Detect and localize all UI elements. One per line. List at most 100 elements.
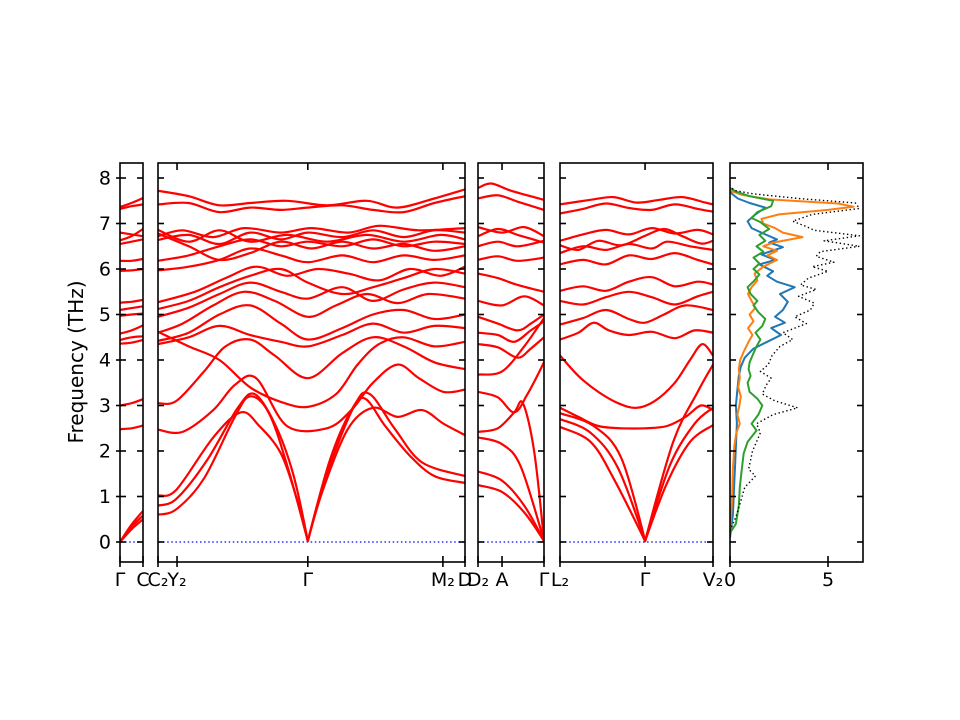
phonon-band: [478, 336, 544, 359]
phonon-band: [158, 224, 465, 239]
y-tick-label: 3: [99, 395, 111, 417]
phonon-band: [478, 470, 544, 543]
phonon-band: [478, 400, 544, 543]
y-tick-label: 1: [99, 486, 111, 508]
phonon-band: [120, 335, 143, 342]
phonon-band: [158, 290, 465, 334]
dos-panel: [730, 186, 861, 538]
phonon-band: [478, 320, 544, 343]
phonon-band: [158, 232, 465, 262]
panel-frame: [119, 162, 144, 563]
phonon-band: [478, 313, 544, 332]
panel-frame: [477, 162, 545, 563]
phonon-band: [120, 238, 143, 246]
phonon-band: [158, 336, 465, 406]
phonon-band: [560, 304, 713, 326]
phonon-band: [120, 257, 143, 263]
x-tick-label: Γ: [303, 569, 314, 591]
pdos-orange-curve: [730, 189, 855, 531]
phonon-band: [560, 226, 713, 242]
segment-d2-a-gamma: [478, 182, 544, 543]
phonon-band: [120, 510, 143, 544]
phonon-band: [478, 272, 544, 293]
segment-l2-gamma-v2: [560, 195, 713, 543]
phonon-band: [478, 436, 544, 543]
phonon-band: [478, 361, 544, 414]
y-tick-label: 7: [99, 213, 111, 235]
x-tick-label: D: [458, 569, 473, 591]
phonon-band: [478, 225, 544, 238]
phonon-band: [158, 330, 465, 409]
phonon-band: [158, 228, 465, 243]
x-tick-label: Γ: [539, 569, 550, 591]
phonon-band: [158, 247, 465, 272]
x-tick-label: L₂: [551, 569, 569, 591]
pdos-green-curve: [730, 187, 775, 534]
panel-frame: [559, 162, 714, 563]
y-tick-label: 4: [99, 350, 111, 372]
phonon-band: [158, 322, 465, 348]
phonon-band: [478, 194, 544, 211]
phonon-band: [560, 290, 713, 306]
total-dos-curve: [730, 186, 861, 531]
phonon-band: [120, 338, 143, 345]
phonon-band: [158, 229, 465, 246]
phonon-band: [158, 281, 465, 318]
phonon-band: [478, 295, 544, 307]
phonon-band: [120, 231, 143, 238]
phonon-band: [120, 196, 143, 209]
phonon-band: [120, 298, 143, 304]
phonon-band: [478, 484, 544, 543]
panel-frame: [729, 162, 864, 563]
phonon-band: [560, 321, 713, 341]
x-tick-label: 5: [822, 569, 834, 591]
x-tick-label: D₂: [467, 569, 489, 591]
phonon-band: [120, 324, 143, 335]
phonon-band: [158, 188, 465, 209]
x-tick-label: Γ: [640, 569, 651, 591]
phonon-band: [120, 424, 143, 431]
phonon-band: [560, 275, 713, 292]
phonon-band: [560, 424, 713, 543]
segment-gamma-c: [120, 196, 143, 544]
y-axis-title: Frequency (THz): [64, 280, 88, 444]
panel-frame: [157, 162, 466, 563]
y-tick-label: 5: [99, 304, 111, 326]
phonon-band: [120, 203, 143, 210]
phonon-band: [158, 267, 465, 311]
x-tick-label: C₂: [148, 569, 169, 591]
phonon-band: [478, 255, 544, 262]
phonon-band: [560, 363, 713, 543]
x-tick-label: V₂: [703, 569, 724, 591]
phonon-band: [478, 317, 544, 376]
y-tick-label: 2: [99, 441, 111, 463]
segment-c2-y2-gamma-m2-d: [158, 188, 465, 543]
phonon-band: [158, 304, 465, 342]
phonon-band: [120, 305, 143, 312]
phonon-band: [120, 227, 143, 242]
phonon-band: [560, 195, 713, 206]
phonon-band: [158, 406, 465, 543]
phonon-band: [158, 363, 465, 435]
phonon-band: [560, 202, 713, 215]
x-tick-label: M₂: [431, 569, 455, 591]
phonon-band: [120, 398, 143, 407]
y-tick-label: 6: [99, 259, 111, 281]
phonon-band: [560, 404, 713, 430]
pdos-blue-curve: [730, 190, 796, 538]
phonon-band: [158, 265, 465, 304]
phonon-band: [478, 239, 544, 248]
x-tick-label: C: [136, 569, 149, 591]
x-tick-label: Γ: [115, 569, 126, 591]
x-tick-label: Y₂: [166, 569, 186, 591]
phonon-band: [560, 227, 713, 252]
phonon-band: [158, 195, 465, 214]
phonon-band: [560, 343, 713, 409]
y-tick-label: 0: [99, 532, 111, 554]
phonon-band: [478, 182, 544, 201]
phonon-band: [560, 251, 713, 266]
y-tick-label: 8: [99, 168, 111, 190]
phonon-band: [158, 391, 465, 543]
